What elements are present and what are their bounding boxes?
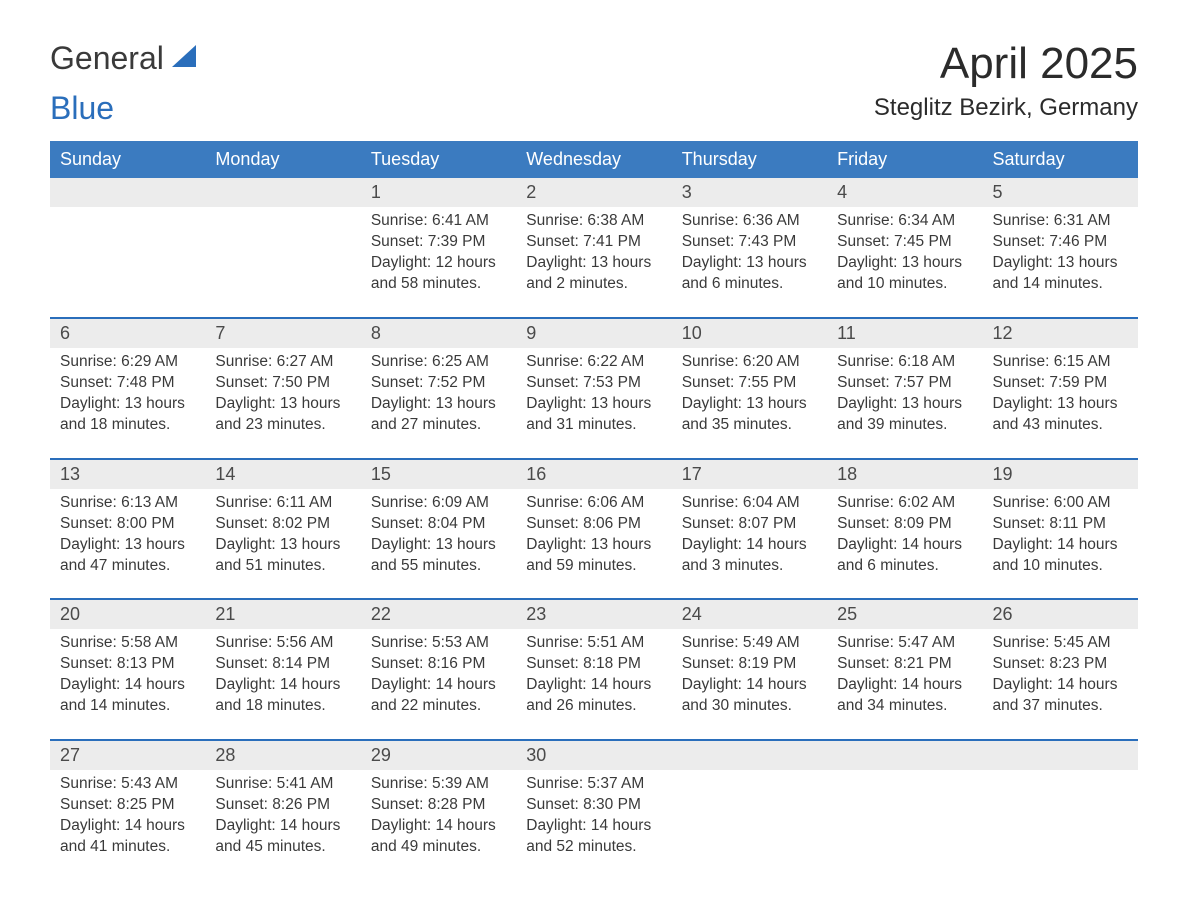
day-number-cell <box>672 741 827 770</box>
day-number-cell: 1 <box>361 178 516 207</box>
day-number-cell: 15 <box>361 460 516 489</box>
day-number-cell: 29 <box>361 741 516 770</box>
day-number-cell: 11 <box>827 319 982 348</box>
day-number-cell <box>983 741 1138 770</box>
day-header-tuesday: Tuesday <box>361 141 516 178</box>
day-number-cell: 19 <box>983 460 1138 489</box>
day-number-cell: 9 <box>516 319 671 348</box>
day-number-cell: 10 <box>672 319 827 348</box>
day-body-cell: Sunrise: 5:43 AMSunset: 8:25 PMDaylight:… <box>50 770 205 880</box>
day-body-cell: Sunrise: 6:41 AMSunset: 7:39 PMDaylight:… <box>361 207 516 317</box>
day-number-cell: 23 <box>516 600 671 629</box>
day-body-cell: Sunrise: 6:36 AMSunset: 7:43 PMDaylight:… <box>672 207 827 317</box>
day-number-row: 20212223242526 <box>50 600 1138 629</box>
day-body-cell: Sunrise: 6:20 AMSunset: 7:55 PMDaylight:… <box>672 348 827 458</box>
day-body-cell: Sunrise: 6:34 AMSunset: 7:45 PMDaylight:… <box>827 207 982 317</box>
day-number-cell: 14 <box>205 460 360 489</box>
day-body-row: Sunrise: 6:41 AMSunset: 7:39 PMDaylight:… <box>50 207 1138 317</box>
day-number-cell: 3 <box>672 178 827 207</box>
day-number-cell: 4 <box>827 178 982 207</box>
day-number-cell: 2 <box>516 178 671 207</box>
day-body-cell: Sunrise: 6:31 AMSunset: 7:46 PMDaylight:… <box>983 207 1138 317</box>
day-number-cell: 18 <box>827 460 982 489</box>
day-of-week-header-row: SundayMondayTuesdayWednesdayThursdayFrid… <box>50 141 1138 178</box>
day-number-cell <box>827 741 982 770</box>
day-header-friday: Friday <box>827 141 982 178</box>
day-body-cell: Sunrise: 6:18 AMSunset: 7:57 PMDaylight:… <box>827 348 982 458</box>
day-number-cell <box>50 178 205 207</box>
day-number-cell: 28 <box>205 741 360 770</box>
day-body-cell: Sunrise: 6:02 AMSunset: 8:09 PMDaylight:… <box>827 489 982 599</box>
day-body-cell: Sunrise: 6:06 AMSunset: 8:06 PMDaylight:… <box>516 489 671 599</box>
day-body-cell <box>827 770 982 880</box>
day-number-cell: 17 <box>672 460 827 489</box>
day-header-sunday: Sunday <box>50 141 205 178</box>
day-body-cell: Sunrise: 5:39 AMSunset: 8:28 PMDaylight:… <box>361 770 516 880</box>
day-header-wednesday: Wednesday <box>516 141 671 178</box>
day-body-cell: Sunrise: 5:45 AMSunset: 8:23 PMDaylight:… <box>983 629 1138 739</box>
day-body-cell: Sunrise: 5:37 AMSunset: 8:30 PMDaylight:… <box>516 770 671 880</box>
day-body-cell: Sunrise: 6:29 AMSunset: 7:48 PMDaylight:… <box>50 348 205 458</box>
day-number-cell: 16 <box>516 460 671 489</box>
day-body-cell: Sunrise: 6:25 AMSunset: 7:52 PMDaylight:… <box>361 348 516 458</box>
day-body-cell: Sunrise: 6:04 AMSunset: 8:07 PMDaylight:… <box>672 489 827 599</box>
day-body-row: Sunrise: 6:29 AMSunset: 7:48 PMDaylight:… <box>50 348 1138 458</box>
title-month: April 2025 <box>874 40 1138 88</box>
day-number-row: 27282930 <box>50 741 1138 770</box>
day-body-cell: Sunrise: 6:09 AMSunset: 8:04 PMDaylight:… <box>361 489 516 599</box>
day-body-cell: Sunrise: 6:27 AMSunset: 7:50 PMDaylight:… <box>205 348 360 458</box>
day-body-row: Sunrise: 5:58 AMSunset: 8:13 PMDaylight:… <box>50 629 1138 739</box>
day-number-row: 6789101112 <box>50 319 1138 348</box>
day-number-cell: 6 <box>50 319 205 348</box>
day-number-cell: 5 <box>983 178 1138 207</box>
logo-word-blue: Blue <box>50 90 1138 127</box>
day-body-cell <box>983 770 1138 880</box>
day-number-cell: 27 <box>50 741 205 770</box>
day-number-cell: 20 <box>50 600 205 629</box>
day-number-cell: 7 <box>205 319 360 348</box>
day-body-cell: Sunrise: 6:00 AMSunset: 8:11 PMDaylight:… <box>983 489 1138 599</box>
day-header-thursday: Thursday <box>672 141 827 178</box>
brand-logo: General <box>50 40 200 77</box>
day-number-row: 12345 <box>50 178 1138 207</box>
day-header-saturday: Saturday <box>983 141 1138 178</box>
day-body-cell: Sunrise: 5:41 AMSunset: 8:26 PMDaylight:… <box>205 770 360 880</box>
day-body-cell <box>672 770 827 880</box>
day-body-cell: Sunrise: 5:56 AMSunset: 8:14 PMDaylight:… <box>205 629 360 739</box>
day-number-cell: 26 <box>983 600 1138 629</box>
day-body-cell: Sunrise: 6:11 AMSunset: 8:02 PMDaylight:… <box>205 489 360 599</box>
day-body-cell: Sunrise: 6:13 AMSunset: 8:00 PMDaylight:… <box>50 489 205 599</box>
day-number-cell: 30 <box>516 741 671 770</box>
day-body-cell <box>50 207 205 317</box>
day-body-cell: Sunrise: 5:47 AMSunset: 8:21 PMDaylight:… <box>827 629 982 739</box>
day-header-monday: Monday <box>205 141 360 178</box>
day-body-cell: Sunrise: 5:51 AMSunset: 8:18 PMDaylight:… <box>516 629 671 739</box>
day-body-cell: Sunrise: 6:15 AMSunset: 7:59 PMDaylight:… <box>983 348 1138 458</box>
logo-word-general: General <box>50 40 164 77</box>
day-body-cell: Sunrise: 5:49 AMSunset: 8:19 PMDaylight:… <box>672 629 827 739</box>
sunrise-calendar-table: SundayMondayTuesdayWednesdayThursdayFrid… <box>50 141 1138 879</box>
day-body-cell: Sunrise: 5:53 AMSunset: 8:16 PMDaylight:… <box>361 629 516 739</box>
day-number-cell: 13 <box>50 460 205 489</box>
day-number-cell: 8 <box>361 319 516 348</box>
day-number-cell: 12 <box>983 319 1138 348</box>
day-number-cell: 24 <box>672 600 827 629</box>
day-body-row: Sunrise: 5:43 AMSunset: 8:25 PMDaylight:… <box>50 770 1138 880</box>
day-body-cell <box>205 207 360 317</box>
day-number-row: 13141516171819 <box>50 460 1138 489</box>
logo-sail-icon <box>170 43 198 74</box>
day-number-cell: 22 <box>361 600 516 629</box>
day-body-cell: Sunrise: 5:58 AMSunset: 8:13 PMDaylight:… <box>50 629 205 739</box>
day-number-cell: 25 <box>827 600 982 629</box>
day-body-row: Sunrise: 6:13 AMSunset: 8:00 PMDaylight:… <box>50 489 1138 599</box>
day-body-cell: Sunrise: 6:38 AMSunset: 7:41 PMDaylight:… <box>516 207 671 317</box>
day-number-cell: 21 <box>205 600 360 629</box>
day-body-cell: Sunrise: 6:22 AMSunset: 7:53 PMDaylight:… <box>516 348 671 458</box>
day-number-cell <box>205 178 360 207</box>
